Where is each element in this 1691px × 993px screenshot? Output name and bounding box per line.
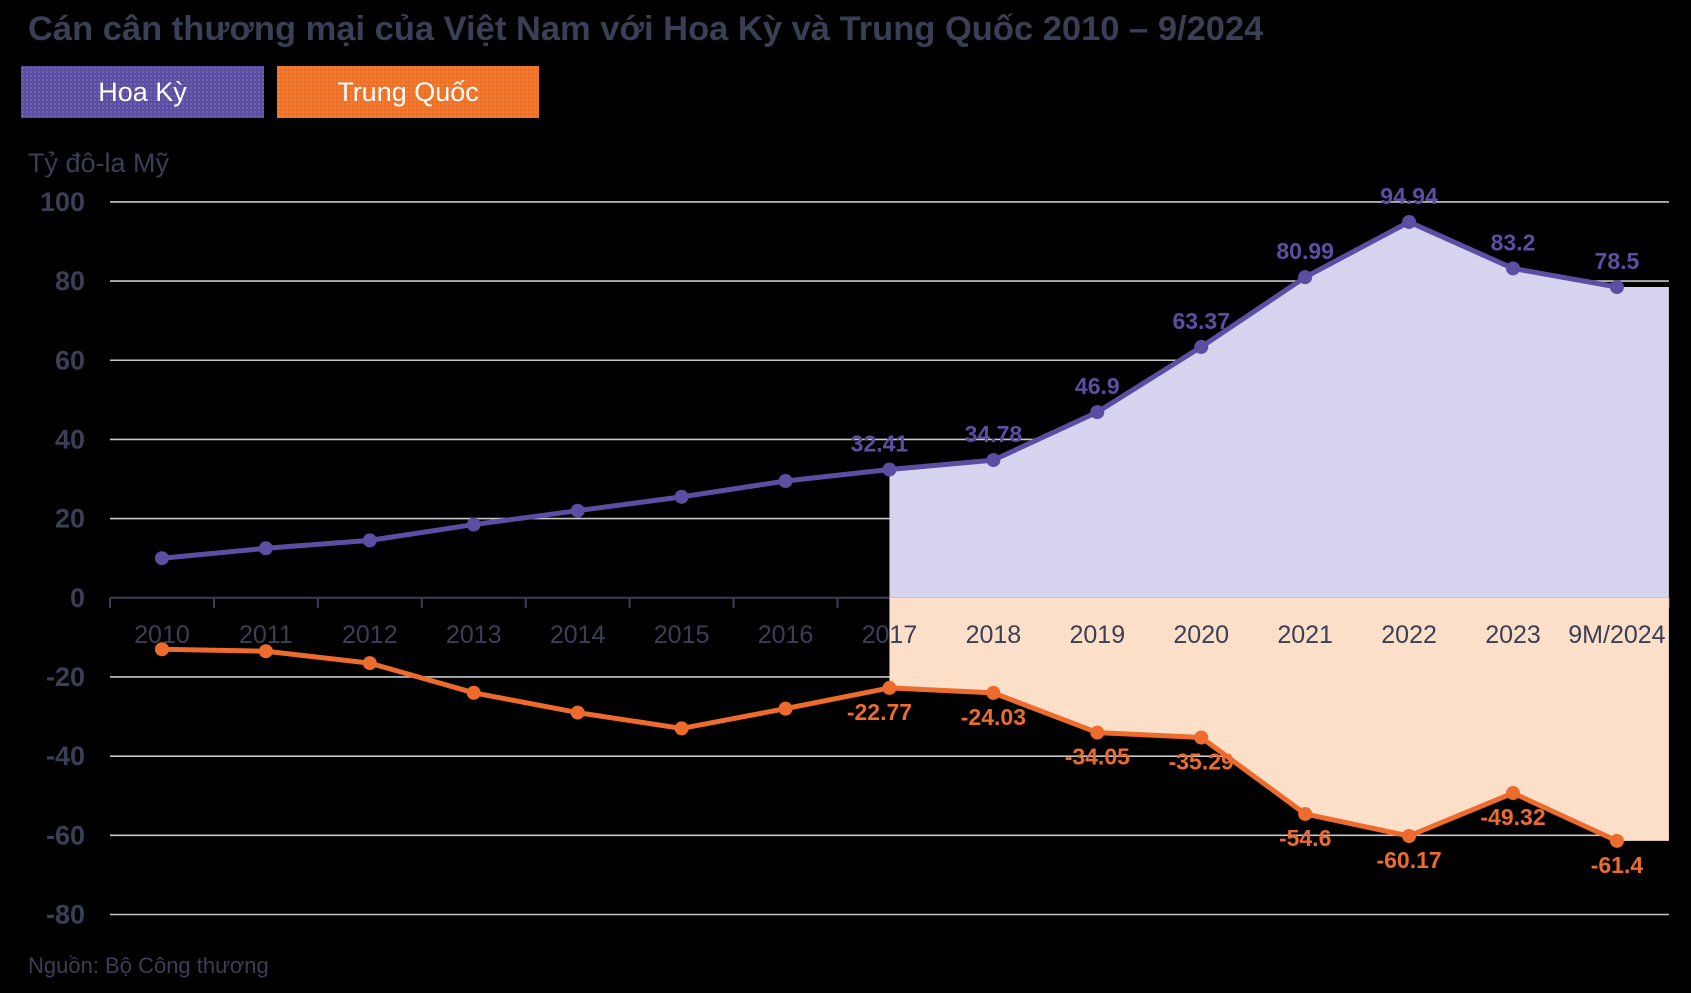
svg-text:40: 40 <box>55 424 85 454</box>
svg-text:80.99: 80.99 <box>1276 238 1334 264</box>
svg-text:83.2: 83.2 <box>1491 229 1536 255</box>
svg-text:60: 60 <box>55 345 85 375</box>
svg-text:2012: 2012 <box>342 621 398 649</box>
svg-text:-35.29: -35.29 <box>1169 749 1234 775</box>
svg-text:-61.4: -61.4 <box>1591 852 1644 878</box>
svg-text:-49.32: -49.32 <box>1480 804 1545 830</box>
svg-text:63.37: 63.37 <box>1172 308 1230 334</box>
svg-text:-54.6: -54.6 <box>1279 825 1331 851</box>
svg-text:2011: 2011 <box>239 621 293 649</box>
svg-text:2022: 2022 <box>1381 621 1437 649</box>
svg-text:80: 80 <box>55 266 85 296</box>
svg-text:-60.17: -60.17 <box>1376 847 1441 873</box>
svg-text:-40: -40 <box>46 741 85 771</box>
svg-text:2020: 2020 <box>1173 621 1229 649</box>
svg-text:46.9: 46.9 <box>1075 373 1120 399</box>
svg-text:2023: 2023 <box>1485 621 1541 649</box>
svg-text:0: 0 <box>70 583 85 613</box>
svg-text:100: 100 <box>40 187 85 217</box>
svg-text:9M/2024: 9M/2024 <box>1568 621 1665 649</box>
svg-text:2016: 2016 <box>758 621 814 649</box>
svg-text:78.5: 78.5 <box>1595 248 1640 274</box>
svg-text:2019: 2019 <box>1069 621 1125 649</box>
svg-text:2010: 2010 <box>134 621 190 649</box>
svg-text:-60: -60 <box>46 820 85 850</box>
svg-text:94.94: 94.94 <box>1380 183 1438 209</box>
svg-text:2018: 2018 <box>966 621 1022 649</box>
svg-text:2017: 2017 <box>862 621 918 649</box>
svg-text:-24.03: -24.03 <box>961 704 1026 730</box>
svg-text:-22.77: -22.77 <box>847 699 912 725</box>
svg-text:2015: 2015 <box>654 621 710 649</box>
svg-text:20: 20 <box>55 504 85 534</box>
svg-text:34.78: 34.78 <box>965 421 1023 447</box>
svg-text:-80: -80 <box>46 899 85 929</box>
svg-text:-20: -20 <box>46 662 85 692</box>
svg-text:32.41: 32.41 <box>851 430 909 456</box>
svg-text:2021: 2021 <box>1277 621 1333 649</box>
svg-text:-34.05: -34.05 <box>1065 744 1130 770</box>
svg-text:2014: 2014 <box>550 621 606 649</box>
svg-text:2013: 2013 <box>446 621 502 649</box>
